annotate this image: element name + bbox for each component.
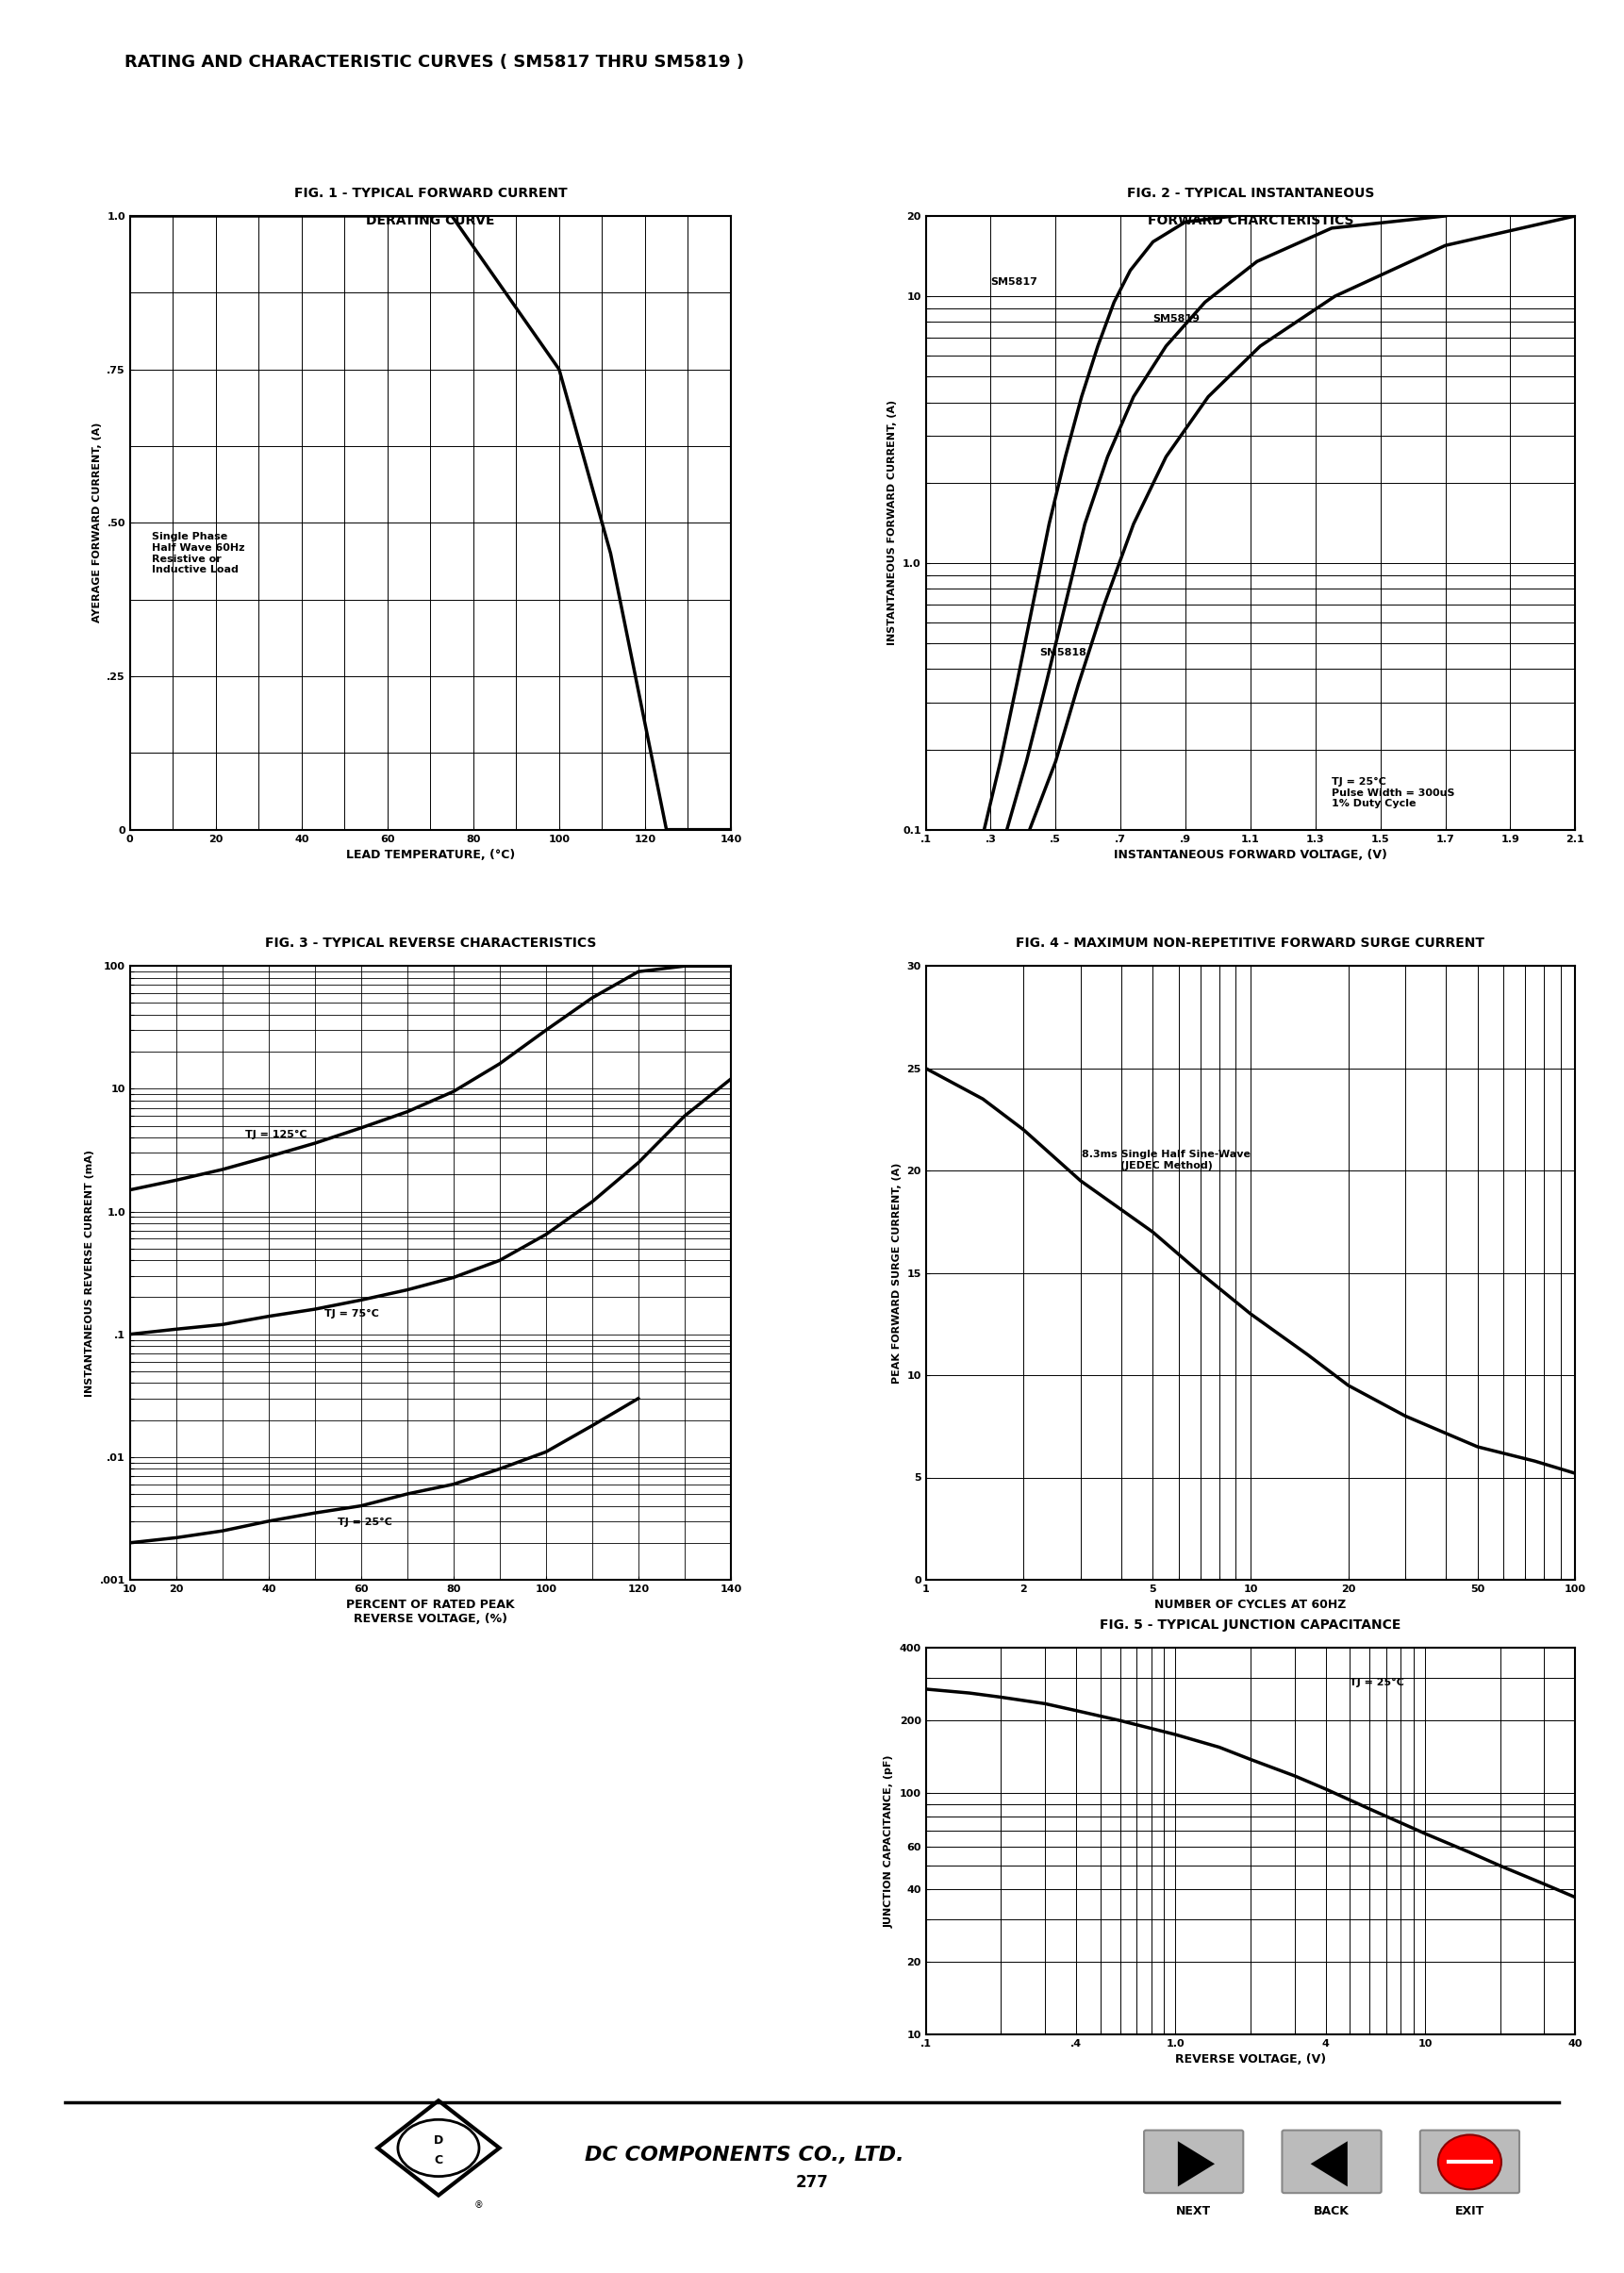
Text: FIG. 3 - TYPICAL REVERSE CHARACTERISTICS: FIG. 3 - TYPICAL REVERSE CHARACTERISTICS [265,936,596,950]
Y-axis label: INSTANTANEOUS REVERSE CURRENT (mA): INSTANTANEOUS REVERSE CURRENT (mA) [84,1150,94,1396]
FancyBboxPatch shape [1419,2130,1520,2193]
Y-axis label: PEAK FORWARD SURGE CURRENT, (A): PEAK FORWARD SURGE CURRENT, (A) [892,1162,901,1384]
Polygon shape [1311,2141,1348,2187]
FancyBboxPatch shape [1281,2130,1382,2193]
Text: BACK: BACK [1314,2205,1350,2216]
Text: TJ = 25°C
Pulse Width = 300uS
1% Duty Cycle: TJ = 25°C Pulse Width = 300uS 1% Duty Cy… [1332,777,1455,809]
Y-axis label: INSTANTANEOUS FORWARD CURRENT, (A): INSTANTANEOUS FORWARD CURRENT, (A) [888,400,898,646]
Text: TJ = 25°C: TJ = 25°C [338,1518,393,1527]
Text: FIG. 5 - TYPICAL JUNCTION CAPACITANCE: FIG. 5 - TYPICAL JUNCTION CAPACITANCE [1099,1618,1402,1632]
Text: 277: 277 [796,2173,828,2191]
Text: Single Phase
Half Wave 60Hz
Resistive or
Inductive Load: Single Phase Half Wave 60Hz Resistive or… [151,532,244,575]
Text: NEXT: NEXT [1176,2205,1212,2216]
FancyBboxPatch shape [1143,2130,1244,2193]
Text: TJ = 25°C: TJ = 25°C [1350,1677,1405,1687]
Text: C: C [434,2155,443,2166]
Text: EXIT: EXIT [1455,2205,1484,2216]
X-axis label: REVERSE VOLTAGE, (V): REVERSE VOLTAGE, (V) [1176,2053,1325,2066]
Text: DC COMPONENTS CO., LTD.: DC COMPONENTS CO., LTD. [585,2146,905,2164]
Text: FIG. 1 - TYPICAL FORWARD CURRENT: FIG. 1 - TYPICAL FORWARD CURRENT [294,186,567,200]
Text: SM5819: SM5819 [1153,314,1200,325]
Polygon shape [1177,2141,1215,2187]
X-axis label: PERCENT OF RATED PEAK
REVERSE VOLTAGE, (%): PERCENT OF RATED PEAK REVERSE VOLTAGE, (… [346,1598,515,1625]
X-axis label: LEAD TEMPERATURE, (°C): LEAD TEMPERATURE, (°C) [346,848,515,861]
Text: DERATING CURVE: DERATING CURVE [365,214,495,227]
Y-axis label: JUNCTION CAPACITANCE, (pF): JUNCTION CAPACITANCE, (pF) [885,1755,895,1928]
Text: RATING AND CHARACTERISTIC CURVES ( SM5817 THRU SM5819 ): RATING AND CHARACTERISTIC CURVES ( SM581… [125,55,744,70]
Text: TJ = 75°C: TJ = 75°C [325,1309,378,1318]
Text: SM5818: SM5818 [1039,648,1086,657]
Text: D: D [434,2134,443,2148]
Text: FIG. 4 - MAXIMUM NON-REPETITIVE FORWARD SURGE CURRENT: FIG. 4 - MAXIMUM NON-REPETITIVE FORWARD … [1017,936,1484,950]
Text: SM5817: SM5817 [991,277,1038,286]
Circle shape [1439,2134,1501,2189]
Text: TJ = 125°C: TJ = 125°C [245,1130,307,1139]
Y-axis label: AYERAGE FORWARD CURRENT, (A): AYERAGE FORWARD CURRENT, (A) [93,423,102,623]
X-axis label: NUMBER OF CYCLES AT 60HZ: NUMBER OF CYCLES AT 60HZ [1155,1598,1346,1612]
Text: 8.3ms Single Half Sine-Wave
(JEDEC Method): 8.3ms Single Half Sine-Wave (JEDEC Metho… [1082,1150,1250,1171]
X-axis label: INSTANTANEOUS FORWARD VOLTAGE, (V): INSTANTANEOUS FORWARD VOLTAGE, (V) [1114,848,1387,861]
Text: FORWARD CHARCTERISTICS: FORWARD CHARCTERISTICS [1148,214,1353,227]
Text: ®: ® [474,2200,484,2209]
Text: FIG. 2 - TYPICAL INSTANTANEOUS: FIG. 2 - TYPICAL INSTANTANEOUS [1127,186,1374,200]
